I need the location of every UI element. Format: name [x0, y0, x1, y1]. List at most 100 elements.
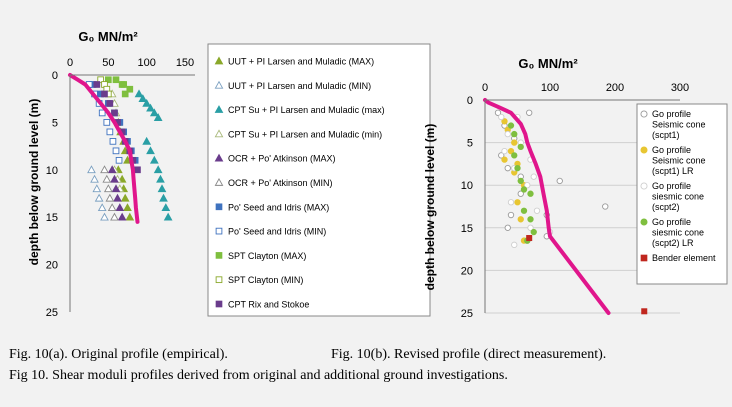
- legend-label: siesmic cone: [652, 192, 704, 202]
- legend-marker: [215, 203, 223, 211]
- data-point: [517, 190, 524, 197]
- data-point: [517, 143, 524, 151]
- data-point: [109, 138, 117, 145]
- data-point: [94, 193, 104, 202]
- profile-line: [483, 98, 611, 315]
- y-tick-label: 15: [46, 212, 58, 224]
- data-point: [501, 147, 508, 155]
- data-point: [149, 155, 159, 164]
- y-tick-label: 25: [46, 307, 58, 319]
- data-point: [103, 184, 113, 193]
- data-point: [514, 199, 521, 206]
- legend-label: (scpt2): [652, 202, 680, 212]
- data-point: [142, 98, 152, 107]
- y-tick-label: 20: [46, 260, 58, 272]
- y-tick-label: 0: [52, 70, 58, 82]
- chart-a-legend-items: UUT + PI Larsen and Muladic (MAX) UUT + P…: [214, 56, 385, 310]
- legend-marker: [215, 276, 223, 284]
- legend-label: Po' Seed and Idris (MIN): [228, 227, 326, 237]
- data-point: [105, 76, 112, 84]
- data-point: [107, 165, 117, 174]
- data-point: [514, 164, 521, 172]
- data-point: [602, 203, 609, 210]
- legend-label: Go profile: [652, 109, 691, 119]
- chart-b-y-axis-label: depth below ground level (m): [423, 124, 437, 291]
- chart-a-y-axis-label: depth below ground level (m): [27, 99, 41, 266]
- data-point: [112, 76, 120, 84]
- x-tick-label: 50: [102, 57, 114, 69]
- data-point: [121, 90, 129, 98]
- data-point: [527, 224, 534, 231]
- data-point: [113, 193, 122, 202]
- data-point: [134, 166, 141, 174]
- data-point: [112, 147, 120, 155]
- chart-a: G₀ MN/m² depth below ground level (m) 0 5…: [27, 29, 431, 319]
- legend-marker: [640, 218, 648, 226]
- legend-label: Go profile: [652, 145, 691, 155]
- data-point: [97, 203, 107, 212]
- legend-label: CPT Su + PI Larsen and Muladic (max): [228, 105, 385, 115]
- legend-marker: [640, 182, 648, 190]
- legend-label: (scpt2) LR: [652, 238, 694, 248]
- data-point: [90, 174, 99, 183]
- data-point: [163, 212, 173, 221]
- data-point: [134, 89, 144, 98]
- data-point: [524, 182, 531, 189]
- data-point: [102, 174, 112, 183]
- data-point: [159, 193, 168, 202]
- legend-label: CPT Rix and Stokoe: [228, 300, 309, 310]
- legend-label: Seismic cone: [652, 156, 706, 166]
- data-point: [93, 81, 101, 88]
- legend-label: OCR + Po' Atkinson (MIN): [228, 178, 333, 188]
- data-point: [87, 165, 96, 174]
- data-point: [111, 184, 121, 193]
- data-point: [511, 130, 518, 138]
- data-point: [115, 203, 125, 212]
- chart-b-lines: [483, 98, 611, 315]
- y-tick-label: 5: [467, 138, 473, 150]
- data-point: [101, 90, 108, 98]
- caption-fig-b: Fig. 10(b). Revised profile (direct meas…: [331, 347, 606, 362]
- legend-label: Go profile: [652, 217, 691, 227]
- data-point: [530, 228, 537, 236]
- data-point: [105, 193, 115, 202]
- x-tick-label: 150: [176, 57, 194, 69]
- data-point: [153, 165, 163, 174]
- data-point: [103, 119, 111, 126]
- data-point: [504, 164, 511, 172]
- data-point: [494, 109, 502, 116]
- data-point: [107, 203, 117, 212]
- legend-marker: [214, 129, 224, 138]
- chart-b: G₀ MN/m² depth below ground level (m) 0 1…: [423, 56, 728, 320]
- data-point: [111, 109, 118, 117]
- legend-label: CPT Su + PI Larsen and Muladic (min): [228, 129, 382, 139]
- data-point: [97, 76, 104, 84]
- data-point: [117, 212, 127, 221]
- chart-b-ticks: 0 100 200 300 0 5 10 15 20 25: [461, 82, 689, 320]
- data-point: [156, 174, 165, 183]
- x-tick-label: 100: [137, 57, 155, 69]
- x-tick-label: 0: [67, 57, 73, 69]
- data-point: [527, 216, 534, 223]
- data-point: [146, 146, 155, 155]
- chart-b-legend: [636, 103, 728, 285]
- y-tick-label: 10: [461, 180, 473, 192]
- data-point: [507, 147, 515, 155]
- data-point: [520, 207, 528, 214]
- caption-fig-a: Fig. 10(a). Original profile (empirical)…: [9, 347, 228, 362]
- data-point: [92, 184, 102, 193]
- legend-marker: [214, 153, 224, 162]
- data-point: [498, 113, 505, 121]
- legend-marker: [215, 300, 223, 308]
- y-tick-label: 10: [46, 165, 58, 177]
- data-point: [526, 109, 533, 116]
- data-point: [501, 156, 508, 163]
- data-point: [511, 241, 518, 249]
- data-point: [507, 199, 515, 206]
- data-point: [106, 128, 114, 136]
- data-point: [504, 224, 511, 231]
- data-point: [98, 109, 106, 117]
- data-point: [126, 85, 134, 93]
- chart-b-title: G₀ MN/m²: [518, 56, 578, 71]
